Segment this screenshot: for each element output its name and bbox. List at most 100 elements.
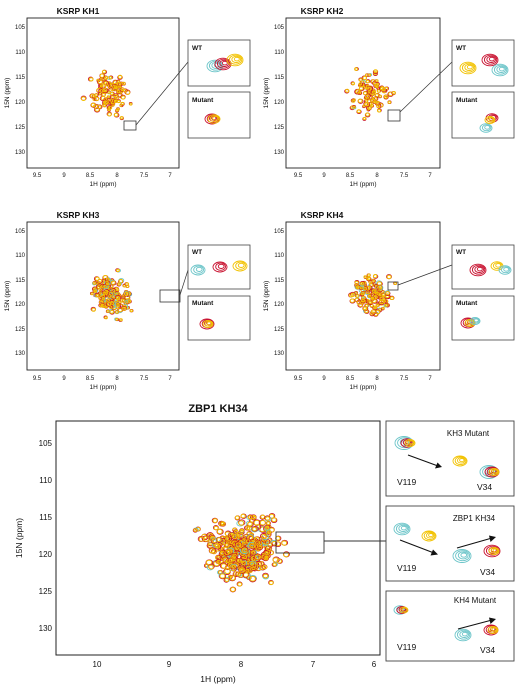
peak-yellow	[384, 303, 388, 307]
peak-yellow	[272, 562, 277, 567]
peak-yellow	[125, 90, 131, 95]
peak-yellow	[231, 564, 237, 569]
y-ticks: 105 110 115 120 125 130	[15, 25, 26, 156]
peak-yellow	[251, 566, 256, 571]
x-axis-label: 1H (ppm)	[200, 674, 236, 684]
peak-yellow	[127, 299, 132, 303]
peak-yellow	[262, 564, 268, 570]
peak-yellow	[373, 69, 378, 74]
x-ticks: 10 9 8 7 6	[93, 660, 377, 669]
y-ticks: 105 110 115 120 125 130	[274, 25, 285, 156]
peak-yellow	[360, 281, 365, 286]
contour-ring	[457, 551, 469, 560]
peak-yellow	[365, 94, 370, 99]
panel-ksrp-kh1: KSRP KH1 9.5 9 8.5 8 7.5 7 105 110 115 1…	[4, 6, 251, 188]
x-tick-label: 7	[311, 660, 316, 669]
contour-group	[421, 530, 437, 542]
x-tick-label: 8	[375, 173, 379, 179]
contour-ring	[459, 458, 465, 463]
x-tick-label: 6	[372, 660, 377, 669]
peak-yellow	[358, 86, 364, 91]
contour-group	[212, 261, 228, 273]
peak-yellow	[116, 89, 121, 94]
peak-yellow	[370, 309, 376, 314]
x-tick-label: 10	[93, 660, 102, 669]
zoom-connector	[399, 61, 453, 113]
peak-yellow	[96, 285, 102, 290]
peak-yellow	[102, 103, 107, 108]
peak-yellow	[372, 96, 378, 101]
peak-yellow	[88, 77, 94, 82]
peak-yellow	[251, 550, 256, 555]
peak-yellow	[101, 69, 107, 74]
peak-yellow	[350, 292, 356, 297]
peak-yellow	[236, 572, 241, 577]
inset-mutant	[187, 91, 251, 139]
contour-ring	[471, 317, 480, 324]
peak-yellow	[377, 108, 382, 113]
contour-ring	[481, 124, 492, 132]
peak-yellow	[351, 81, 356, 86]
peak-yellow	[193, 528, 198, 532]
contour-ring	[492, 262, 503, 270]
peak-yellow	[362, 75, 368, 81]
contour-ring	[488, 117, 494, 122]
peak-yellow	[378, 94, 382, 98]
peak-yellow	[129, 102, 133, 106]
contour-ring	[469, 263, 487, 277]
contour-ring	[493, 64, 508, 75]
inset-wt	[187, 39, 251, 87]
peak-yellow	[363, 275, 367, 279]
peak-yellow	[104, 316, 108, 320]
contour-ring	[489, 626, 498, 633]
contour-ring	[193, 265, 204, 274]
inset-label-wt: WT	[456, 249, 466, 256]
contour-ring	[199, 318, 215, 330]
peak-yellow	[116, 302, 120, 306]
peak-yellow	[103, 100, 108, 105]
contour-ring	[228, 54, 243, 65]
peak-yellow	[249, 575, 256, 582]
contour-ring	[423, 531, 436, 541]
peak-yellow	[381, 293, 386, 298]
peak-yellow	[101, 296, 106, 301]
peak-yellow	[245, 525, 251, 531]
contour-ring	[399, 606, 409, 614]
y-tick-label: 110	[274, 253, 284, 259]
peak-yellow	[234, 515, 240, 520]
panel-ksrp-kh3: KSRP KH3 9.5 9 8.5 8 7.5 7 105 110 115 1…	[4, 210, 251, 391]
residue-label-v34: V34	[480, 567, 495, 577]
peak-yellow	[120, 101, 125, 106]
x-tick-label: 7	[428, 173, 432, 179]
peak-yellow	[99, 73, 105, 78]
peak-yellow	[91, 307, 96, 312]
contour-ring	[487, 625, 499, 635]
peak-yellow	[383, 94, 389, 99]
contour-ring	[474, 265, 485, 273]
zoom-region-box	[159, 289, 181, 303]
inset-label-wt: WT	[192, 45, 202, 52]
zoom-region-box	[387, 109, 401, 122]
peak-yellow	[381, 87, 386, 92]
x-axis-label: 1H (ppm)	[89, 181, 116, 188]
contour-ring	[503, 267, 510, 272]
contour-group	[452, 549, 472, 563]
panel-title: ZBP1 KH34	[188, 403, 248, 415]
y-tick-label: 105	[15, 25, 26, 31]
shift-arrow	[407, 454, 439, 467]
contour-group	[488, 467, 500, 477]
peak-yellow	[224, 577, 230, 583]
y-tick-label: 130	[15, 351, 26, 357]
contour-ring	[232, 260, 248, 272]
residue-label-v119: V119	[397, 477, 416, 487]
contour-ring	[483, 54, 498, 65]
contour-ring	[490, 547, 499, 554]
y-tick-label: 110	[15, 253, 25, 259]
peak-yellow	[375, 79, 379, 83]
arrow-head	[489, 535, 496, 542]
x-tick-label: 7.5	[400, 173, 409, 179]
y-tick-label: 115	[274, 278, 284, 284]
contour-ring	[456, 629, 471, 640]
peak-yellow	[256, 561, 262, 567]
